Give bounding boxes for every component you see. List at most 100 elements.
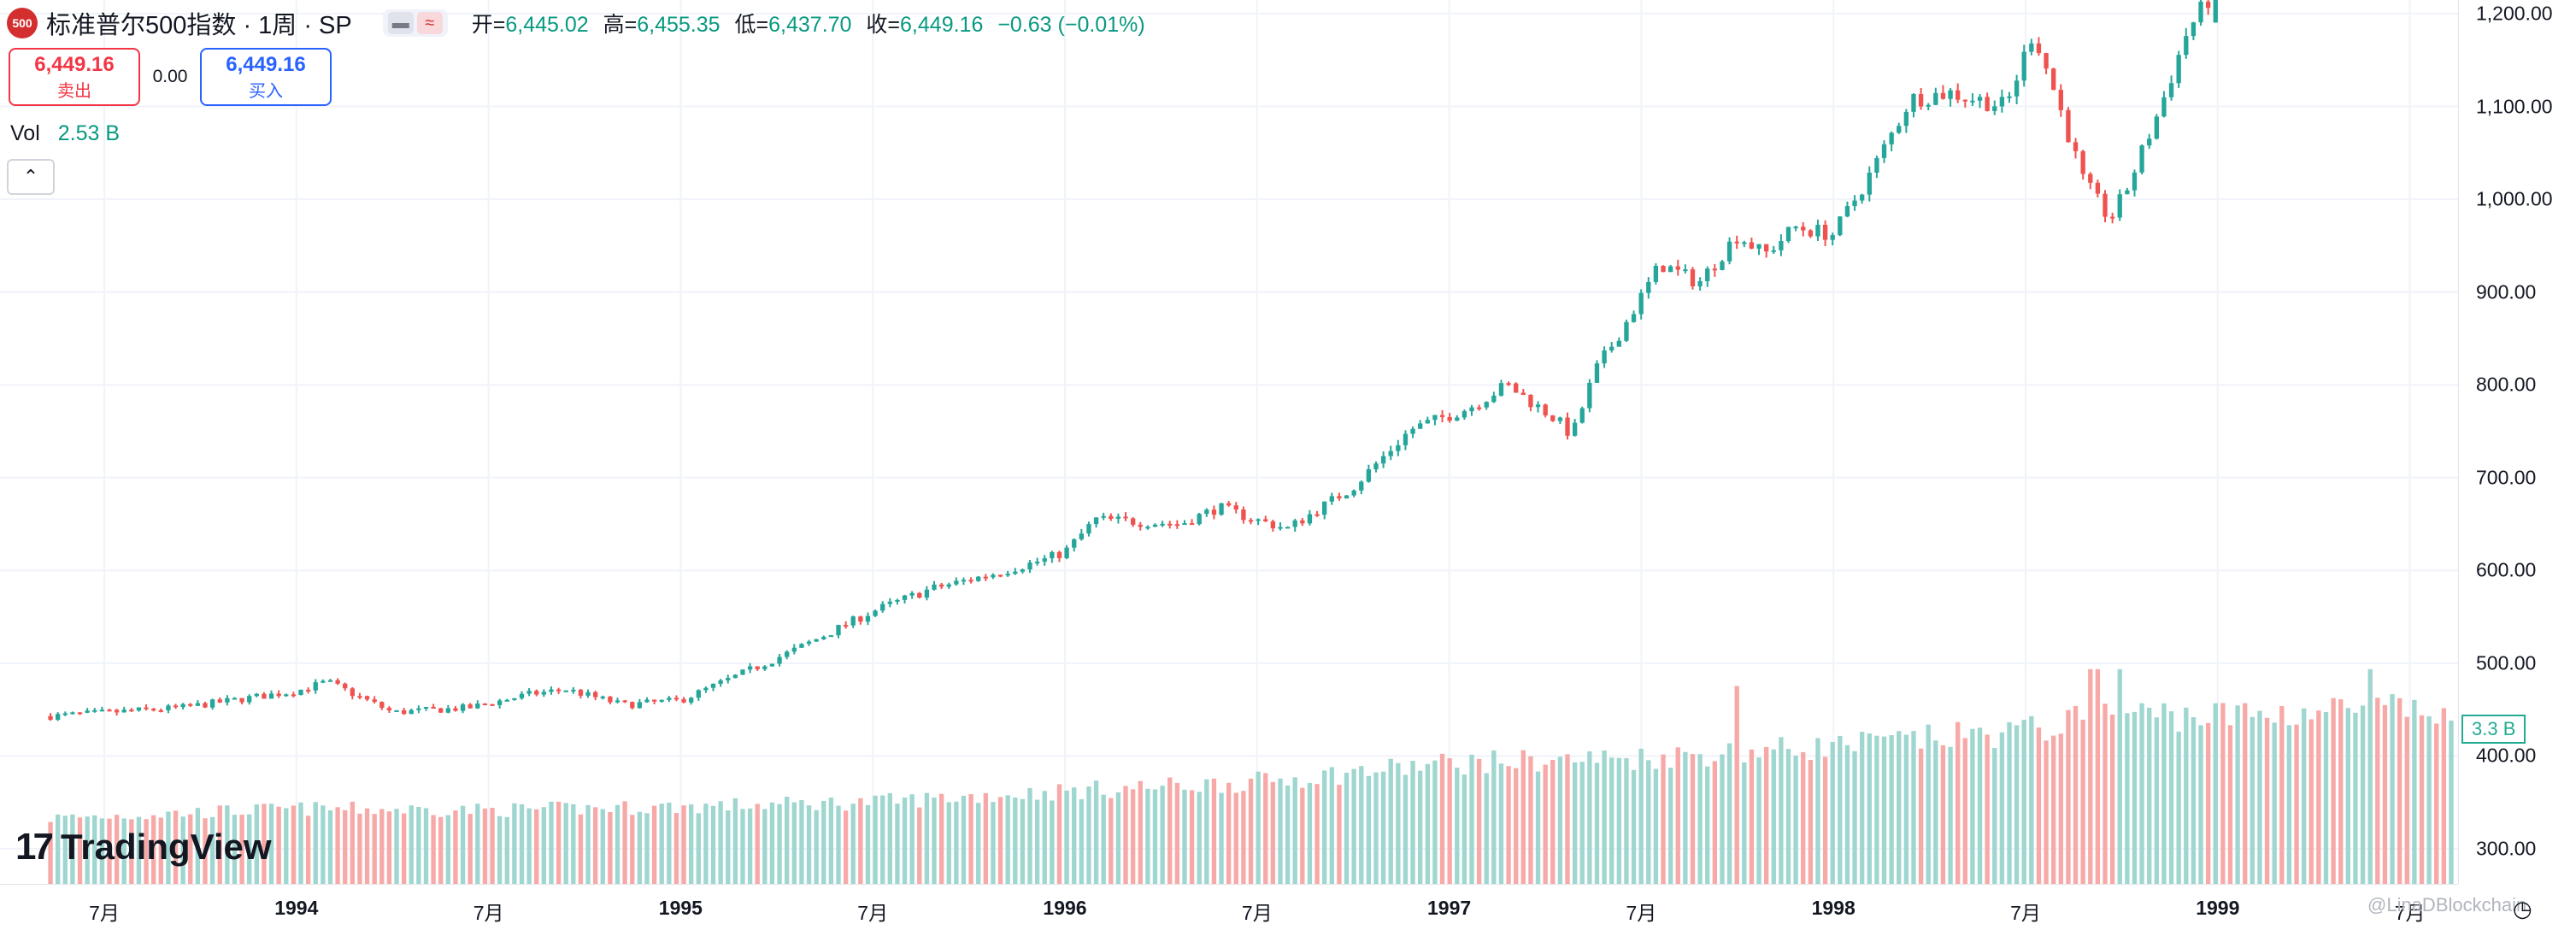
candle-body bbox=[1565, 417, 1570, 436]
volume-bar bbox=[578, 814, 584, 884]
candle-body bbox=[526, 691, 532, 694]
wave-icon[interactable]: ≈ bbox=[416, 12, 443, 34]
symbol-title[interactable]: 标准普尔500指数 · 1周 · SP bbox=[46, 12, 352, 39]
volume-bar bbox=[1359, 766, 1364, 884]
volume-bar bbox=[2235, 705, 2240, 884]
dash-icon[interactable]: ▬ bbox=[387, 12, 414, 34]
volume-bar bbox=[2449, 721, 2454, 884]
volume-bar bbox=[1594, 762, 1600, 884]
volume-bars bbox=[48, 668, 2454, 884]
tradingview-logo[interactable]: 17 TradingView bbox=[15, 826, 272, 868]
volume-bar bbox=[2154, 717, 2159, 884]
candle-body bbox=[1528, 394, 1533, 408]
volume-bar bbox=[276, 806, 281, 884]
volume-bar bbox=[592, 807, 598, 884]
candle-body bbox=[217, 699, 222, 703]
clock-icon[interactable]: ◷ bbox=[2513, 896, 2532, 921]
volume-bar bbox=[475, 804, 480, 884]
volume-bar bbox=[740, 809, 745, 884]
volume-bar bbox=[732, 798, 738, 884]
volume-bar bbox=[350, 801, 355, 884]
volume-bar bbox=[1101, 794, 1106, 884]
volume-bar bbox=[173, 810, 179, 884]
candle-body bbox=[1506, 383, 1511, 386]
candle-body bbox=[173, 705, 179, 708]
candle-body bbox=[961, 580, 967, 582]
candle-body bbox=[1602, 350, 1607, 364]
volume-bar bbox=[1616, 757, 1622, 884]
candle-body bbox=[1977, 97, 1983, 101]
candle-body bbox=[2073, 142, 2079, 151]
candle-body bbox=[2191, 22, 2197, 37]
price-axis[interactable]: 1,200.00 1,100.00 1,000.00 900.00 800.00 700.… bbox=[2458, 0, 2576, 884]
volume-bar bbox=[785, 797, 790, 884]
volume-bar bbox=[2029, 715, 2034, 884]
candle-body bbox=[732, 674, 738, 679]
volume-bar bbox=[1948, 746, 1953, 884]
candle-body bbox=[2161, 97, 2167, 117]
volume-bar bbox=[1683, 751, 1688, 884]
volume-bar bbox=[2441, 708, 2447, 884]
volume-bar bbox=[755, 804, 760, 884]
collapse-legend-button[interactable]: ⌃ bbox=[7, 159, 55, 195]
candle-body bbox=[1742, 242, 1747, 244]
volume-bar bbox=[121, 818, 126, 884]
chart-plot[interactable] bbox=[0, 0, 2458, 884]
candle-body bbox=[549, 689, 554, 692]
volume-bar bbox=[1822, 756, 1828, 884]
candle-body bbox=[806, 641, 812, 645]
volume-bar bbox=[1756, 757, 1761, 884]
volume-bar bbox=[2073, 705, 2079, 884]
candle-body bbox=[1874, 157, 1879, 174]
volume-value: 2.53 B bbox=[57, 121, 120, 145]
candle-body bbox=[968, 580, 973, 582]
candle-body bbox=[1314, 514, 1320, 516]
volume-bar bbox=[305, 815, 311, 884]
volume-bar bbox=[2390, 694, 2395, 884]
candle-body bbox=[1793, 227, 1798, 229]
time-tick-label: 7月 bbox=[857, 902, 889, 924]
candle-body bbox=[909, 592, 915, 596]
volume-bar bbox=[1763, 746, 1769, 884]
candle-body bbox=[1056, 551, 1062, 558]
volume-bar bbox=[423, 808, 429, 884]
sp500-badge-icon[interactable]: 500 bbox=[7, 8, 38, 38]
candle-body bbox=[2139, 145, 2144, 173]
candle-body bbox=[1152, 524, 1158, 527]
volume-bar bbox=[438, 816, 444, 884]
close-value: 6,449.16 bbox=[900, 13, 984, 37]
volume-bar bbox=[357, 813, 362, 884]
sell-button[interactable]: 6,449.16 卖出 bbox=[9, 48, 140, 106]
volume-bar bbox=[2323, 712, 2329, 884]
candle-body bbox=[1461, 411, 1467, 418]
candle-body bbox=[2014, 80, 2020, 97]
series-mode-toggle[interactable]: ▬ ≈ bbox=[382, 9, 448, 37]
volume-legend[interactable]: Vol 2.53 B bbox=[10, 121, 120, 146]
time-tick-label: 7月 bbox=[473, 902, 504, 924]
candle-body bbox=[268, 693, 274, 699]
candle-body bbox=[1712, 268, 1718, 271]
volume-bar bbox=[416, 806, 421, 884]
volume-bar bbox=[1211, 778, 1217, 884]
chart-area[interactable] bbox=[0, 0, 2458, 884]
volume-bar bbox=[2316, 710, 2321, 884]
high-label: 高= bbox=[603, 13, 638, 37]
candle-body bbox=[2132, 172, 2138, 191]
time-axis[interactable]: 7月 1994 7月 1995 7月 1996 7月 1997 7月 1998 7月 1999 7月 bbox=[0, 884, 2458, 936]
volume-bar bbox=[1064, 790, 1069, 884]
candle-body bbox=[1307, 514, 1313, 524]
volume-bar bbox=[2066, 709, 2071, 884]
candle-body bbox=[254, 693, 259, 697]
volume-bar bbox=[1050, 800, 1055, 884]
volume-bar bbox=[1720, 754, 1725, 884]
volume-bar bbox=[48, 821, 53, 884]
candle-body bbox=[1992, 106, 1997, 111]
candle-body bbox=[1292, 520, 1297, 527]
buy-button[interactable]: 6,449.16 买入 bbox=[200, 48, 332, 106]
candle-body bbox=[1940, 92, 1946, 99]
volume-bar bbox=[1005, 795, 1010, 884]
volume-bar bbox=[343, 809, 348, 884]
volume-bar bbox=[409, 805, 414, 884]
candle-body bbox=[1815, 224, 1820, 237]
candle-body bbox=[983, 576, 989, 579]
